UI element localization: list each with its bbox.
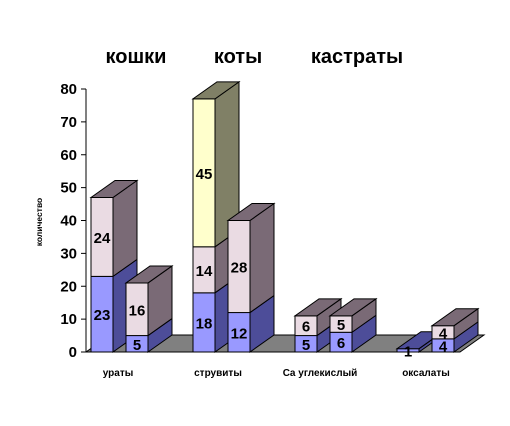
data-label: 45 (196, 166, 213, 183)
bar-top-face (226, 203, 276, 221)
bar-top-face (328, 298, 378, 317)
bar-segment-side (249, 202, 275, 314)
data-label: 4 (439, 338, 448, 355)
chart-title-male-cats: коты (214, 46, 262, 68)
data-label: 6 (302, 319, 310, 336)
chart-title-cats: кошки (106, 46, 167, 68)
y-tick-label: 50 (60, 180, 77, 197)
data-label: 12 (231, 325, 248, 342)
data-label: 18 (196, 315, 213, 332)
bar-top-face (89, 179, 139, 198)
y-tick-label: 80 (60, 81, 77, 98)
bar-top-face (124, 265, 174, 284)
y-tick-label: 0 (69, 344, 77, 361)
category-labels: ураты струвиты Ca углекислый оксалаты (103, 368, 450, 379)
chart-title-neutered: кастраты (311, 46, 403, 68)
y-tick-label: 10 (60, 311, 77, 328)
y-axis: 0 10 20 30 40 50 60 70 80 (60, 81, 87, 361)
chart-titles: кошки коты кастраты (106, 46, 404, 68)
y-tick-label: 40 (60, 213, 77, 230)
data-label: 6 (337, 335, 345, 352)
data-label: 24 (94, 230, 111, 247)
y-tick-label: 30 (60, 245, 77, 262)
bar-top-face (293, 298, 343, 317)
bar-top-face (430, 308, 480, 327)
data-label: 23 (94, 307, 111, 324)
data-label: 16 (129, 302, 146, 319)
data-label: 4 (439, 325, 448, 342)
data-label: 1 (404, 343, 412, 360)
data-label: 5 (133, 337, 141, 354)
category-label: оксалаты (402, 368, 450, 379)
bars (89, 80, 480, 353)
data-label: 5 (302, 337, 310, 354)
category-label: ураты (103, 368, 134, 379)
y-tick-label: 70 (60, 114, 77, 131)
y-tick-label: 20 (60, 278, 77, 295)
data-label: 14 (196, 263, 213, 280)
category-label: Ca углекислый (283, 368, 358, 379)
data-label: 28 (231, 260, 248, 277)
category-label: струвиты (194, 368, 242, 379)
bar-top-face (191, 81, 241, 100)
y-tick-label: 60 (60, 147, 77, 164)
y-axis-label: количество (34, 198, 44, 247)
data-label: 5 (337, 317, 345, 334)
